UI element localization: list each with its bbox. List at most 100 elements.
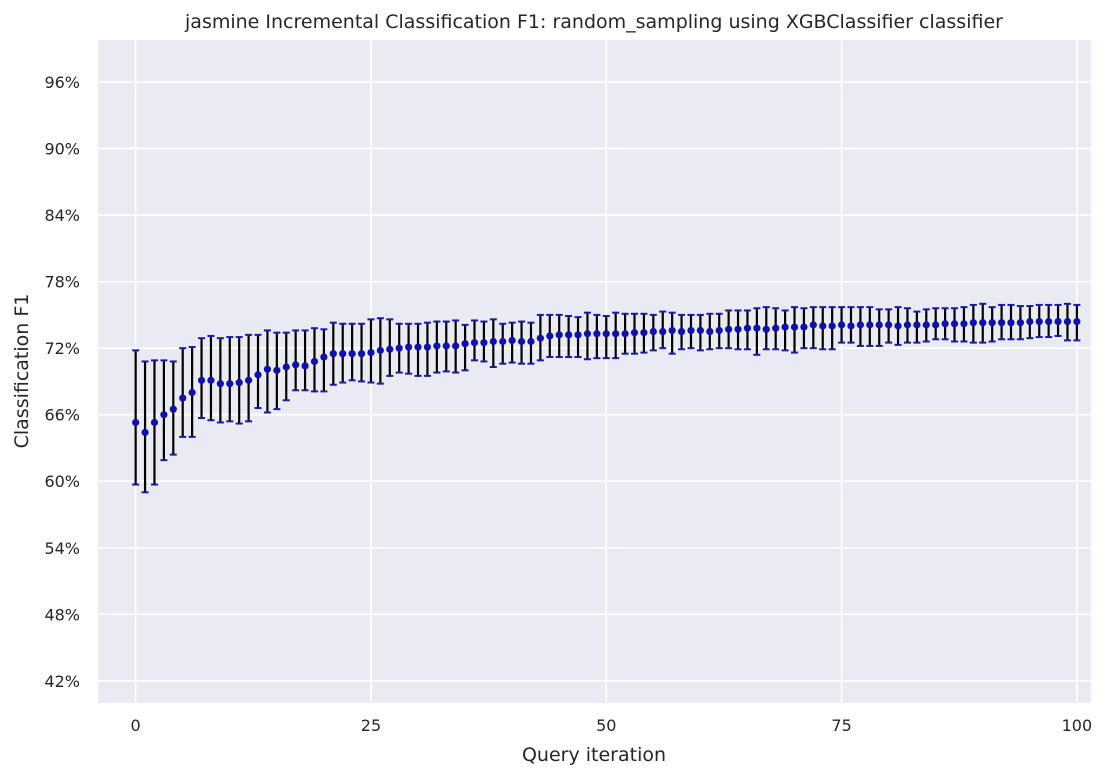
data-point [329,350,337,358]
markers [132,317,1081,437]
data-point [772,324,780,332]
data-point [903,321,912,329]
y-tick-label: 54% [44,539,80,558]
y-tick-label: 96% [44,73,80,92]
data-point [837,321,846,329]
data-point [480,339,488,347]
data-point [348,350,356,358]
y-tick-labels: 42% 48% 54% 60% 66% 72% 78% 84% 90% 96% [44,73,80,691]
data-point [442,342,450,350]
data-point [141,428,149,437]
data-point [1045,317,1053,326]
data-point [273,366,281,374]
data-point [725,325,733,333]
data-point [282,363,290,371]
data-point [301,362,309,370]
data-point [668,326,676,335]
data-point [235,378,243,387]
data-point [659,327,667,336]
data-point [254,371,262,379]
data-point [160,411,168,419]
data-point [706,327,714,336]
data-point [565,331,573,339]
data-point [1063,317,1072,326]
data-point [320,353,328,361]
data-point [1016,319,1025,327]
data-point [677,327,686,336]
data-point [621,330,629,338]
data-point [1035,317,1043,326]
data-point [216,380,224,388]
data-point [310,357,319,366]
data-point [866,321,874,329]
y-axis-label: Classification F1 [11,294,33,449]
data-point [395,344,403,352]
data-point [979,319,987,327]
data-point [781,323,789,331]
x-tick-label: 0 [131,716,141,735]
data-point [414,343,422,351]
data-point [357,350,366,358]
data-point [226,380,234,388]
data-point [244,376,253,384]
data-point [602,330,610,338]
data-point [169,405,177,413]
data-point [555,331,563,339]
data-point [517,337,526,346]
data-point [188,388,196,397]
y-tick-label: 48% [44,605,80,624]
data-point [649,327,657,336]
data-point [423,343,432,351]
data-point [405,343,413,351]
data-point [546,332,554,340]
y-tick-label: 66% [44,406,80,425]
data-point [197,376,206,384]
plot-area [98,40,1091,703]
y-tick-label: 84% [44,206,80,225]
data-point [207,376,215,384]
data-point [470,339,479,347]
data-point [612,330,620,338]
data-point [875,321,883,329]
data-point [743,324,752,332]
data-point [1073,317,1081,326]
data-point [734,325,742,333]
data-point [894,322,902,330]
y-tick-label: 90% [44,140,80,159]
data-point [1054,317,1062,326]
data-point [574,331,582,339]
x-tick-label: 50 [596,716,616,735]
x-tick-labels: 0 25 50 75 100 [131,716,1093,735]
grid [98,40,1091,703]
data-point [932,321,940,329]
data-point [922,321,930,329]
chart-title: jasmine Incremental Classification F1: r… [184,11,1003,33]
data-point [715,326,723,335]
data-point [950,320,959,328]
data-point [263,365,272,373]
y-tick-label: 78% [44,273,80,292]
data-point [997,319,1006,327]
data-point [527,337,535,346]
y-tick-label: 42% [44,672,80,691]
data-point [696,326,704,335]
data-point [489,337,497,346]
data-point [376,346,384,354]
data-point [828,322,836,330]
x-tick-label: 25 [361,716,381,735]
data-point [687,326,695,335]
y-tick-label: 60% [44,472,80,491]
x-tick-label: 100 [1062,716,1093,735]
data-point [1026,317,1034,326]
data-point [536,334,544,342]
data-point [386,345,394,353]
data-point [433,342,441,350]
data-point [969,319,977,327]
data-point [593,330,601,338]
data-point [339,350,347,358]
data-point [630,329,639,337]
data-point [583,330,592,338]
x-tick-label: 75 [831,716,851,735]
data-point [508,336,516,344]
data-point [913,321,921,329]
